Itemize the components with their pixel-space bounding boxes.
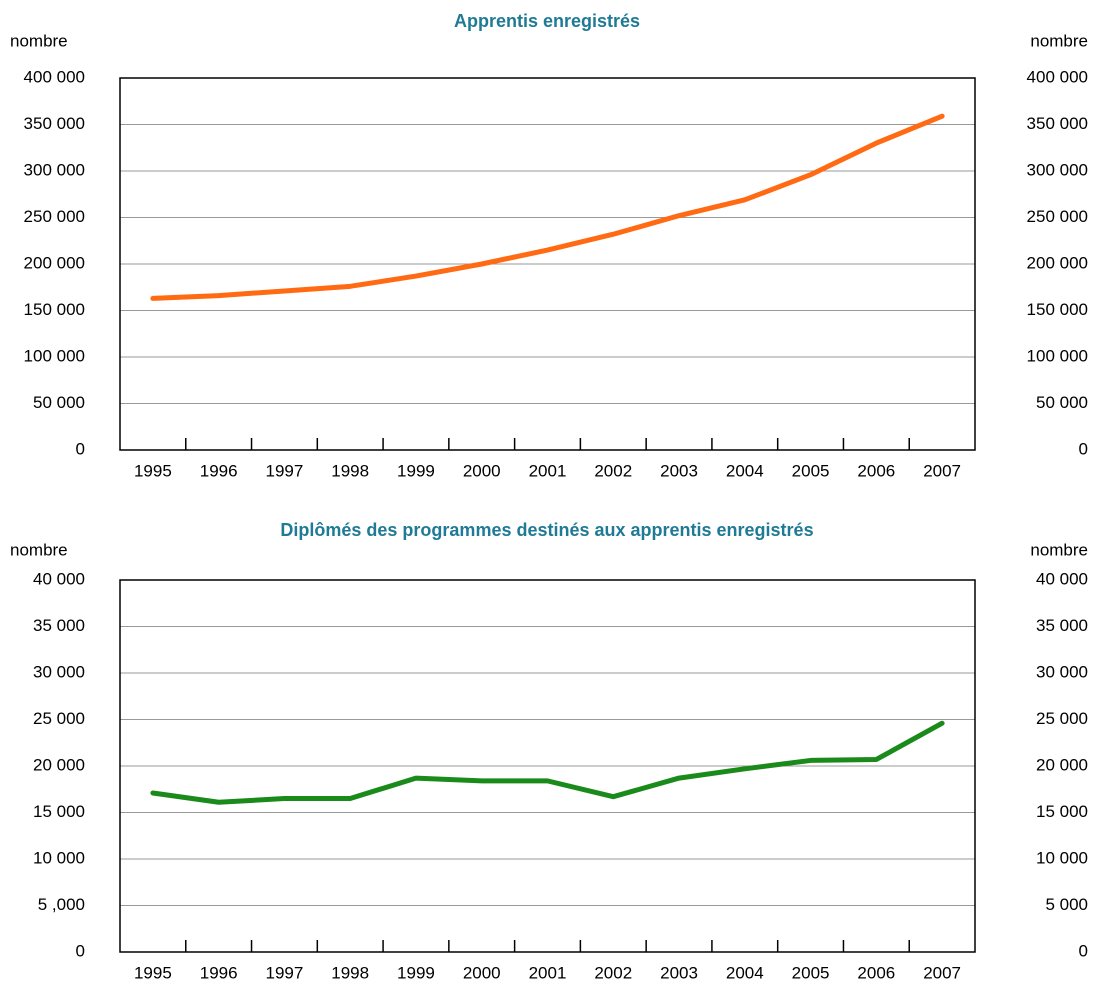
y-tick-label: 20 000	[33, 755, 85, 774]
x-tick-label: 1995	[134, 461, 172, 480]
y-tick-label: 50 000	[33, 393, 85, 412]
y-tick-label: 40 000	[33, 569, 85, 588]
x-tick-label: 2002	[594, 963, 632, 982]
y2-tick-label: 300 000	[1027, 160, 1088, 179]
x-tick-label: 2005	[792, 461, 830, 480]
y2-tick-label: 25 000	[1036, 709, 1088, 728]
plot-frame	[119, 77, 976, 451]
y2-tick-label: 10 000	[1036, 848, 1088, 867]
x-tick-label: 2001	[529, 461, 567, 480]
x-tick-label: 2007	[923, 963, 961, 982]
y-tick-label: 35 000	[33, 616, 85, 635]
x-tick-label: 2006	[857, 461, 895, 480]
x-tick-label: 2006	[857, 963, 895, 982]
chart-title: Diplômés des programmes destinés aux app…	[280, 520, 813, 540]
plot-frame	[119, 579, 976, 953]
y-tick-label: 0	[76, 941, 85, 960]
y-axis-label: nombre	[10, 540, 68, 559]
y2-tick-label: 350 000	[1027, 114, 1088, 133]
x-tick-label: 2004	[726, 461, 764, 480]
y-axis-label: nombre	[10, 31, 68, 50]
y-tick-label: 0	[76, 439, 85, 458]
y2-tick-label: 200 000	[1027, 253, 1088, 272]
y2-tick-label: 30 000	[1036, 662, 1088, 681]
x-tick-label: 1996	[200, 963, 238, 982]
x-tick-label: 1998	[331, 963, 369, 982]
y-tick-label: 350 000	[24, 114, 85, 133]
y2-tick-label: 20 000	[1036, 755, 1088, 774]
x-tick-label: 1995	[134, 963, 172, 982]
y-tick-label: 30 000	[33, 662, 85, 681]
y-tick-label: 250 000	[24, 207, 85, 226]
y2-tick-label: 400 000	[1027, 67, 1088, 86]
x-tick-label: 2000	[463, 963, 501, 982]
y2-tick-label: 15 000	[1036, 802, 1088, 821]
y-tick-label: 25 000	[33, 709, 85, 728]
y2-tick-label: 250 000	[1027, 207, 1088, 226]
x-tick-label: 2007	[923, 461, 961, 480]
x-tick-label: 2001	[529, 963, 567, 982]
y2-axis-label: nombre	[1030, 31, 1088, 50]
y2-tick-label: 100 000	[1027, 346, 1088, 365]
x-tick-label: 2003	[660, 461, 698, 480]
x-tick-label: 1999	[397, 461, 435, 480]
y-tick-label: 15 000	[33, 802, 85, 821]
y2-tick-label: 50 000	[1036, 393, 1088, 412]
x-tick-label: 2002	[594, 461, 632, 480]
y-tick-label: 200 000	[24, 253, 85, 272]
y-tick-label: 5 ,000	[38, 895, 85, 914]
x-tick-label: 1997	[266, 461, 304, 480]
y2-tick-label: 0	[1079, 941, 1088, 960]
y2-tick-label: 35 000	[1036, 616, 1088, 635]
x-tick-label: 2004	[726, 963, 764, 982]
y2-axis-label: nombre	[1030, 540, 1088, 559]
chart-title: Apprentis enregistrés	[454, 11, 640, 31]
line-series	[150, 720, 945, 805]
y-tick-label: 10 000	[33, 848, 85, 867]
x-tick-label: 2000	[463, 461, 501, 480]
x-tick-label: 1997	[266, 963, 304, 982]
y2-tick-label: 5 000	[1045, 895, 1088, 914]
y-tick-label: 150 000	[24, 300, 85, 319]
line-series	[150, 113, 945, 301]
x-tick-label: 2005	[792, 963, 830, 982]
y-tick-label: 400 000	[24, 67, 85, 86]
y2-tick-label: 0	[1079, 439, 1088, 458]
y-tick-label: 300 000	[24, 160, 85, 179]
x-tick-label: 1998	[331, 461, 369, 480]
y2-tick-label: 150 000	[1027, 300, 1088, 319]
y-tick-label: 100 000	[24, 346, 85, 365]
y2-tick-label: 40 000	[1036, 569, 1088, 588]
x-tick-label: 1996	[200, 461, 238, 480]
x-tick-label: 1999	[397, 963, 435, 982]
x-tick-label: 2003	[660, 963, 698, 982]
